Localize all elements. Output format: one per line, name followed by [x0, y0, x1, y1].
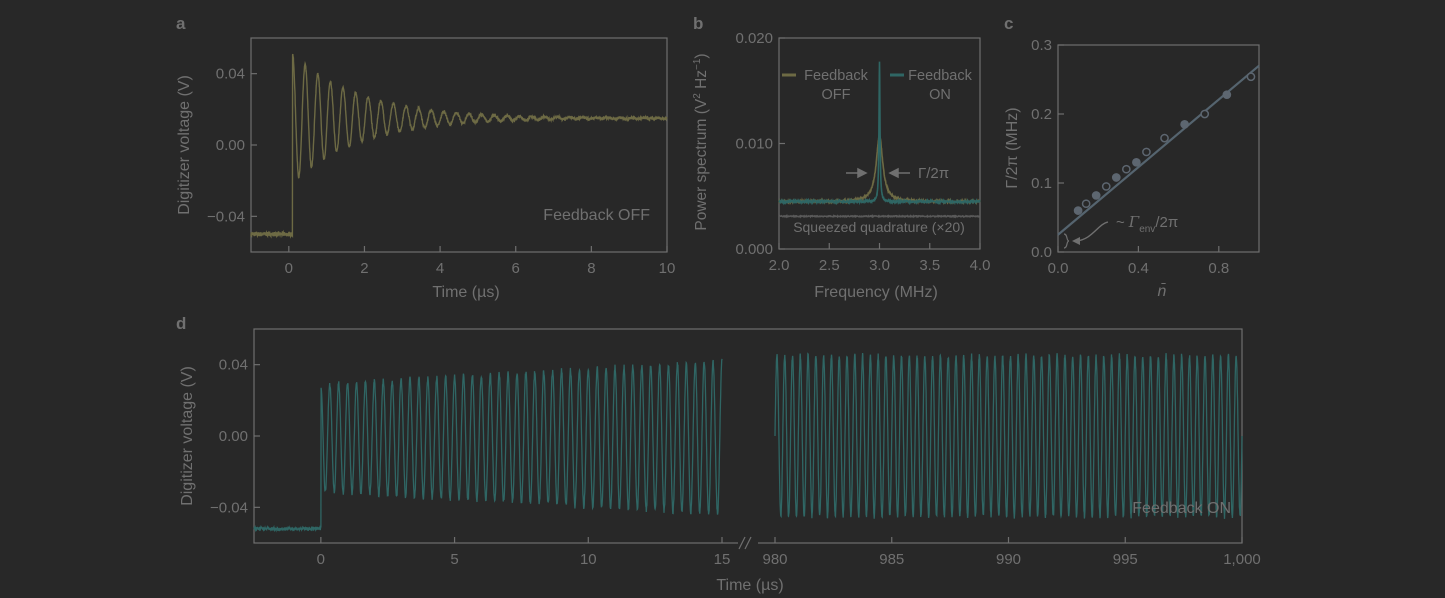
y-axis-label-b-mid: Hz	[693, 70, 710, 93]
axis-d-x-tick-label: 995	[1113, 551, 1138, 568]
axis-ticks-a: 0 2 4 6 8 10 −0.04 0.00 0.04	[207, 66, 675, 277]
data-points-c	[1073, 72, 1256, 215]
legend-label-feedback-on-1: Feedback	[908, 68, 972, 84]
x-axis-label-c: n̄	[1158, 283, 1167, 300]
legend-label-feedback-on-2: ON	[929, 87, 951, 103]
plot-frame-c	[1057, 44, 1260, 253]
axis-d-x-tick-label: 980	[762, 551, 787, 568]
gamma-env-arrowhead	[1072, 237, 1080, 245]
y-axis-label-b-sup1: 2	[692, 93, 703, 99]
spectrum-feedback-on	[778, 61, 981, 206]
x-axis-label-a: Time (µs)	[432, 284, 499, 301]
axis-d-x-tick-label: 1,000	[1223, 551, 1261, 568]
axis-b-y-tick-label: 0.010	[735, 136, 773, 153]
data-point	[1160, 133, 1169, 143]
axis-c-x-tick-label: 0.0	[1048, 260, 1069, 277]
annotation-gamma-width: Γ/2π	[918, 165, 949, 182]
panel-c: c 0.0 0.4 0.8 0.0 0.1 0.2 0.3 ~ Γenv/2π n̄ Γ/2π…	[1004, 14, 1260, 300]
axis-b-x-tick-label: 4.0	[970, 257, 991, 274]
width-arrows	[846, 167, 910, 179]
data-point	[1101, 182, 1111, 191]
trace-feedback-off	[250, 53, 668, 239]
axis-a-x-tick-label: 2	[360, 260, 368, 277]
annotation-feedback-off: Feedback OFF	[543, 207, 650, 224]
axis-b-x-tick-label: 2.0	[769, 257, 790, 274]
axis-a-x-tick-label: 10	[659, 260, 676, 277]
data-point	[1142, 147, 1151, 157]
data-point	[1132, 157, 1141, 167]
axis-d-x-tick-label: 10	[580, 551, 597, 568]
data-point	[1073, 206, 1083, 215]
axis-c-y-tick-label: 0.0	[1031, 244, 1052, 261]
axis-b-x-tick-label: 2.5	[819, 257, 840, 274]
axis-break-mark	[738, 536, 758, 550]
y-axis-label-b-sup2: −1	[692, 58, 703, 70]
panel-label-d: d	[176, 314, 186, 333]
y-axis-label-c: Γ/2π (MHz)	[1004, 107, 1021, 188]
axis-c-x-tick-label: 0.8	[1208, 260, 1229, 277]
axis-c-y-tick-label: 0.1	[1031, 175, 1052, 192]
axis-a-y-tick-label: 0.00	[216, 137, 245, 154]
data-point	[1091, 191, 1101, 200]
axis-b-x-tick-label: 3.0	[869, 257, 890, 274]
axis-a-y-tick-label: −0.04	[207, 208, 245, 225]
axis-c-y-tick-label: 0.3	[1031, 37, 1052, 54]
data-point	[1222, 90, 1232, 100]
annotation-gamma-env: ~ Γenv/2π	[1116, 213, 1178, 235]
annotation-squeezed: Squeezed quadrature (×20)	[793, 219, 965, 235]
axis-d-x-tick-label: 990	[996, 551, 1021, 568]
axis-d-x-tick-label: 5	[450, 551, 458, 568]
annotation-gamma-env-symbol: Γ	[1128, 213, 1140, 231]
y-axis-label-a: Digitizer voltage (V)	[176, 75, 193, 215]
axis-ticks-d: 0 5 10 15 −0.04 0.00 0.04 980 985 990 995 1,000	[210, 357, 1261, 568]
x-axis-label-d: Time (µs)	[716, 577, 783, 594]
axis-ticks-b: 2.0 2.5 3.0 3.5 4.0 0.000 0.010 0.020	[735, 30, 990, 274]
axis-d-y-tick-label: 0.04	[219, 357, 248, 374]
panel-label-b: b	[693, 14, 703, 33]
data-point	[1246, 72, 1256, 82]
trace-squeezed-quadrature	[778, 213, 980, 219]
axis-b-y-tick-label: 0.000	[735, 241, 773, 258]
data-point	[1180, 120, 1189, 129]
gamma-env-brace	[1063, 233, 1070, 249]
axis-d-x-tick-label: 0	[317, 551, 325, 568]
y-axis-label-b-main: Power spectrum (V	[693, 98, 710, 230]
axis-b-y-tick-label: 0.020	[735, 30, 773, 47]
axis-d-y-tick-label: −0.04	[210, 499, 248, 516]
x-axis-label-b: Frequency (MHz)	[814, 284, 938, 301]
legend-label-feedback-off-1: Feedback	[804, 68, 868, 84]
panel-label-c: c	[1004, 14, 1013, 33]
axis-c-y-tick-label: 0.2	[1031, 106, 1052, 123]
axis-d-x-tick-label: 15	[714, 551, 731, 568]
axis-c-x-tick-label: 0.4	[1128, 260, 1149, 277]
axis-d-y-tick-label: 0.00	[219, 428, 248, 445]
axis-a-x-tick-label: 8	[587, 260, 595, 277]
panel-a: a 0 2 4 6 8 10 −0.04 0.00 0.04 Time (µs) Digitiz…	[176, 14, 675, 301]
panel-d: d 0 5 10 15 −0.04 0.00 0.04 980 985 990 995 1,000 F…	[176, 314, 1261, 594]
panel-b: b 2.0 2.5 3.0 3.5 4.0 0.000 0.010 0.020 Feedbac…	[692, 14, 990, 301]
y-axis-label-d: Digitizer voltage (V)	[179, 366, 196, 506]
annotation-gamma-env-suffix: /2π	[1155, 214, 1178, 231]
data-point	[1200, 109, 1210, 119]
data-point	[1121, 164, 1131, 174]
gamma-env-arrow	[1075, 221, 1109, 242]
trace-feedback-on-early	[253, 358, 723, 533]
axis-a-x-tick-label: 6	[512, 260, 520, 277]
axis-ticks-c: 0.0 0.4 0.8 0.0 0.1 0.2 0.3	[1031, 37, 1229, 277]
annotation-gamma-env-sub: env	[1139, 224, 1155, 235]
annotation-feedback-on: Feedback ON	[1132, 500, 1231, 517]
axis-a-x-tick-label: 0	[285, 260, 293, 277]
data-point	[1081, 199, 1091, 209]
axis-d-x-tick-label: 985	[879, 551, 904, 568]
trace-feedback-on-late	[774, 352, 1243, 519]
legend-label-feedback-off-2: OFF	[822, 87, 851, 103]
annotation-gamma-env-tilde: ~	[1116, 214, 1125, 231]
axis-a-y-tick-label: 0.04	[216, 66, 245, 83]
y-axis-label-b-end: )	[693, 53, 710, 58]
data-point	[1111, 173, 1121, 182]
axis-a-x-tick-label: 4	[436, 260, 444, 277]
axis-b-x-tick-label: 3.5	[919, 257, 940, 274]
y-axis-label-b: Power spectrum (V2 Hz−1)	[692, 53, 710, 230]
panel-label-a: a	[176, 14, 186, 33]
